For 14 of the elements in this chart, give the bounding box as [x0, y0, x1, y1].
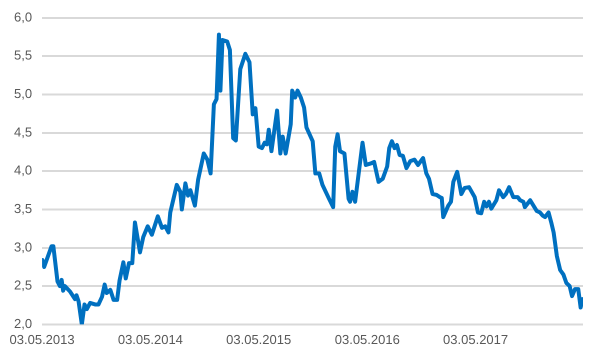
y-tick-label: 4,5: [14, 124, 32, 140]
x-tick-label: 03.05.2016: [334, 332, 400, 347]
y-tick-label: 5,5: [14, 48, 32, 63]
x-tick-label: 03.05.2013: [10, 332, 75, 347]
y-tick-label: 6,0: [14, 9, 32, 24]
y-tick-label: 3,5: [14, 201, 32, 216]
x-tick-label: 03.05.2017: [443, 332, 508, 347]
y-tick-label: 4,0: [14, 162, 32, 178]
y-tick-label: 3,0: [14, 239, 32, 254]
y-tick-label: 5,0: [14, 86, 32, 102]
y-tick-label: 2,0: [14, 316, 32, 331]
x-tick-label: 03.05.2014: [118, 332, 183, 347]
y-tick-label: 2,5: [14, 278, 32, 293]
x-tick-label: 03.05.2015: [226, 332, 292, 347]
